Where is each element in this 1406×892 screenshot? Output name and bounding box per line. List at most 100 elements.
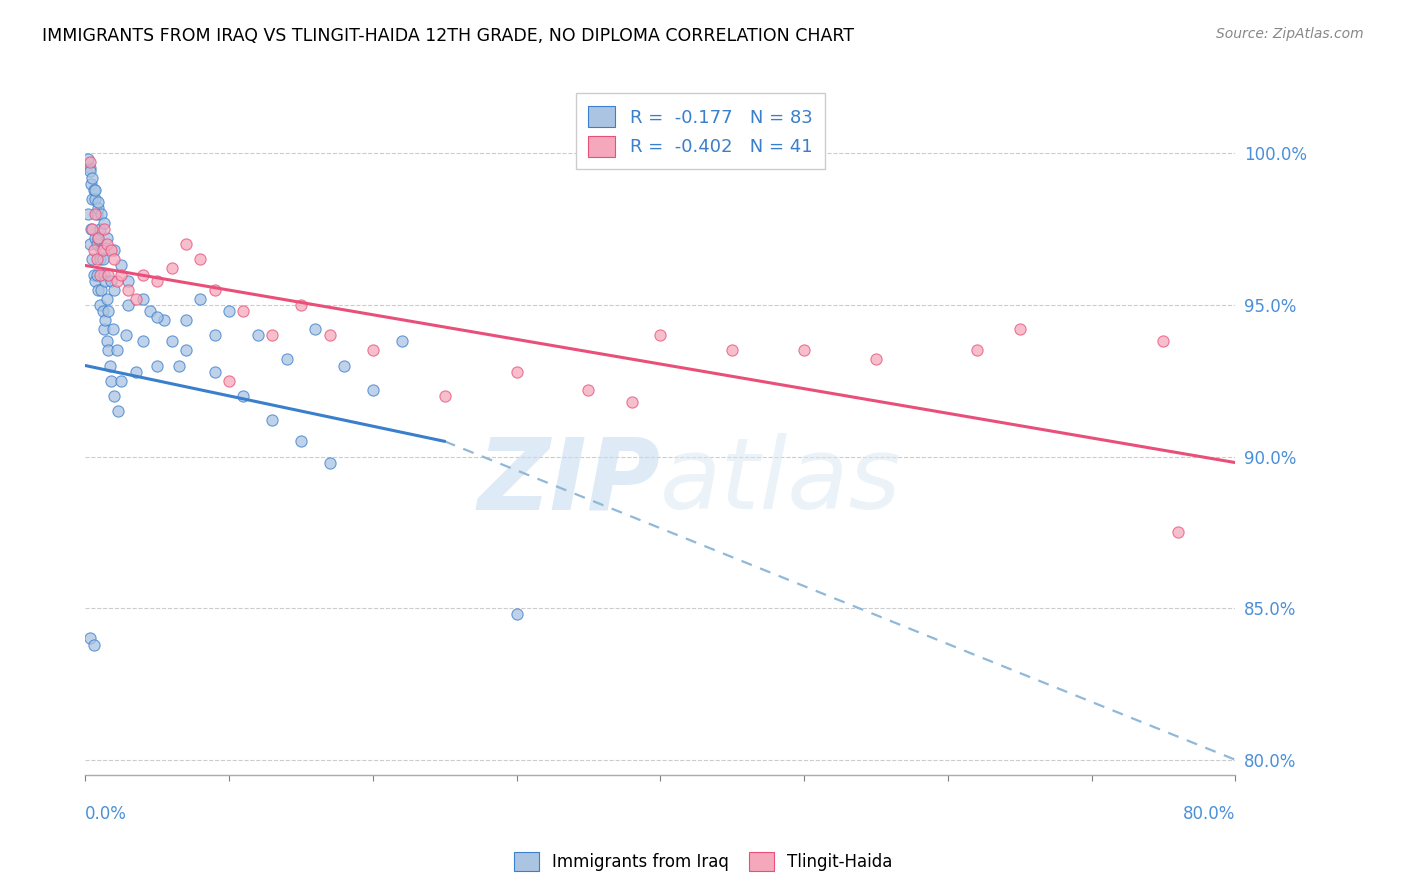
- Point: [107, 404, 129, 418]
- Point: [82, 222, 104, 236]
- Point: [87, 231, 110, 245]
- Point: [94, 313, 117, 327]
- Point: [83, 268, 105, 282]
- Point: [114, 328, 136, 343]
- Point: [96, 231, 118, 245]
- Point: [139, 304, 162, 318]
- Point: [83, 183, 105, 197]
- Point: [433, 389, 456, 403]
- Point: [87, 201, 110, 215]
- Point: [174, 237, 197, 252]
- Point: [91, 244, 114, 258]
- Point: [174, 313, 197, 327]
- Point: [103, 244, 125, 258]
- Point: [98, 359, 121, 373]
- Point: [100, 244, 122, 258]
- Point: [93, 268, 115, 282]
- Point: [132, 268, 155, 282]
- Point: [97, 268, 120, 282]
- Point: [318, 456, 340, 470]
- Point: [204, 365, 226, 379]
- Point: [218, 304, 240, 318]
- Point: [146, 359, 169, 373]
- Legend: Immigrants from Iraq, Tlingit-Haida: Immigrants from Iraq, Tlingit-Haida: [505, 843, 901, 880]
- Point: [153, 313, 176, 327]
- Point: [82, 170, 104, 185]
- Point: [79, 164, 101, 178]
- Point: [93, 216, 115, 230]
- Point: [94, 274, 117, 288]
- Point: [84, 183, 107, 197]
- Point: [77, 153, 100, 167]
- Point: [361, 343, 384, 358]
- Point: [117, 298, 139, 312]
- Point: [204, 328, 226, 343]
- Point: [100, 274, 122, 288]
- Point: [84, 274, 107, 288]
- Point: [87, 194, 110, 209]
- Point: [87, 231, 110, 245]
- Point: [650, 328, 672, 343]
- Point: [110, 259, 132, 273]
- Point: [93, 322, 115, 336]
- Point: [124, 365, 146, 379]
- Point: [262, 328, 284, 343]
- Point: [276, 352, 298, 367]
- Point: [96, 292, 118, 306]
- Point: [204, 283, 226, 297]
- Point: [91, 252, 114, 267]
- Point: [86, 252, 108, 267]
- Point: [103, 252, 125, 267]
- Point: [90, 244, 112, 258]
- Point: [97, 343, 120, 358]
- Point: [80, 177, 103, 191]
- Point: [105, 274, 128, 288]
- Point: [83, 638, 105, 652]
- Point: [160, 334, 183, 349]
- Point: [160, 261, 183, 276]
- Point: [132, 334, 155, 349]
- Point: [110, 374, 132, 388]
- Point: [82, 252, 104, 267]
- Point: [97, 304, 120, 318]
- Point: [93, 222, 115, 236]
- Point: [91, 304, 114, 318]
- Point: [84, 207, 107, 221]
- Point: [79, 161, 101, 176]
- Legend: R =  -0.177   N = 83, R =  -0.402   N = 41: R = -0.177 N = 83, R = -0.402 N = 41: [576, 94, 825, 169]
- Point: [578, 383, 600, 397]
- Text: atlas: atlas: [661, 434, 901, 531]
- Point: [188, 292, 211, 306]
- Point: [86, 237, 108, 252]
- Point: [146, 310, 169, 324]
- Point: [246, 328, 269, 343]
- Text: IMMIGRANTS FROM IRAQ VS TLINGIT-HAIDA 12TH GRADE, NO DIPLOMA CORRELATION CHART: IMMIGRANTS FROM IRAQ VS TLINGIT-HAIDA 12…: [42, 27, 855, 45]
- Point: [1152, 334, 1174, 349]
- Point: [232, 389, 254, 403]
- Text: ZIP: ZIP: [477, 434, 661, 531]
- Point: [79, 237, 101, 252]
- Point: [84, 192, 107, 206]
- Point: [218, 374, 240, 388]
- Point: [174, 343, 197, 358]
- Point: [82, 192, 104, 206]
- Point: [89, 252, 111, 267]
- Text: 80.0%: 80.0%: [1182, 805, 1236, 823]
- Point: [117, 274, 139, 288]
- Point: [101, 322, 124, 336]
- Point: [132, 292, 155, 306]
- Point: [232, 304, 254, 318]
- Point: [361, 383, 384, 397]
- Point: [262, 413, 284, 427]
- Point: [290, 298, 312, 312]
- Point: [79, 155, 101, 169]
- Point: [146, 274, 169, 288]
- Point: [167, 359, 190, 373]
- Point: [80, 222, 103, 236]
- Point: [318, 328, 340, 343]
- Point: [89, 298, 111, 312]
- Point: [110, 268, 132, 282]
- Point: [1167, 525, 1189, 540]
- Point: [90, 283, 112, 297]
- Point: [333, 359, 356, 373]
